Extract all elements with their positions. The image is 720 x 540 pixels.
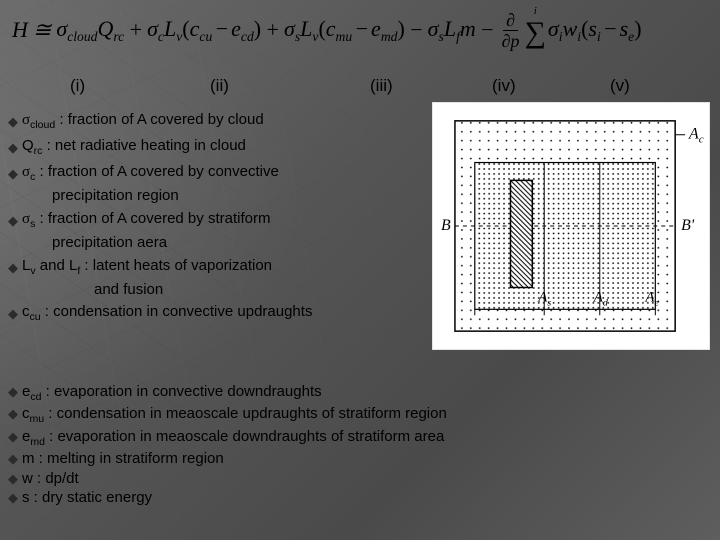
list-item-cont: and fusion [4,282,444,298]
list-item: ◆ m : melting in stratiform region [4,449,704,468]
cloud-area-diagram: Ac B B' As Ad Ae [432,102,710,350]
list-item: ◆ σs : fraction of A covered by stratifo… [4,211,444,230]
list-item: ◆ σc : fraction of A covered by convecti… [4,164,444,183]
list-item: ◆ w : dp/dt [4,469,704,488]
list-item: ◆ Qrc : net radiative heating in cloud [4,138,444,157]
eq-t2: σcLv(ccu−ecd) [147,16,261,45]
list-item: ◆ ccu : condensation in convective updra… [4,304,444,323]
label-v: (v) [610,76,630,96]
label-ii: (ii) [210,76,229,96]
svg-text:Ac: Ac [688,126,704,146]
equation: H ≅ σcloudQrc + σcLv(ccu−ecd) + σsLv(cmu… [12,6,708,54]
eq-sum: i ∑ [523,7,548,54]
eq-lhs: H [12,17,28,43]
eq-t1: σcloudQrc [56,16,124,45]
definitions-list: ◆ σcloud : fraction of A covered by clou… [4,112,444,330]
list-item: ◆ s : dry static energy [4,488,704,507]
svg-text:B: B [441,217,451,234]
eq-plus1: + [128,17,143,43]
list-item: ◆ cmu : condensation in meaoscale updrau… [4,404,704,426]
list-item: ◆ ecd : evaporation in convective downdr… [4,382,704,404]
label-iii: (iii) [370,76,393,96]
svg-text:B': B' [681,217,695,234]
eq-t5: σiwi(si−se) [548,16,642,45]
eq-plus2: + [265,17,280,43]
list-item: ◆ σcloud : fraction of A covered by clou… [4,112,444,131]
eq-approx: ≅ [33,17,51,43]
list-item-cont: precipitation region [4,188,444,204]
label-i: (i) [70,76,85,96]
definitions-list-lower: ◆ ecd : evaporation in convective downdr… [4,382,704,507]
eq-t3: σsLv(cmu−emd) [284,16,405,45]
list-item-cont: precipitation aera [4,235,444,251]
list-item: ◆ Lv and Lf : latent heats of vaporizati… [4,258,444,277]
list-item: ◆ emd : evaporation in meaoscale downdra… [4,427,704,449]
eq-minus: − [409,17,424,43]
eq-t4: σsLfm [428,16,476,45]
eq-minus2: − [480,17,495,43]
eq-frac: ∂ ∂p [502,11,520,50]
label-iv: (iv) [492,76,516,96]
